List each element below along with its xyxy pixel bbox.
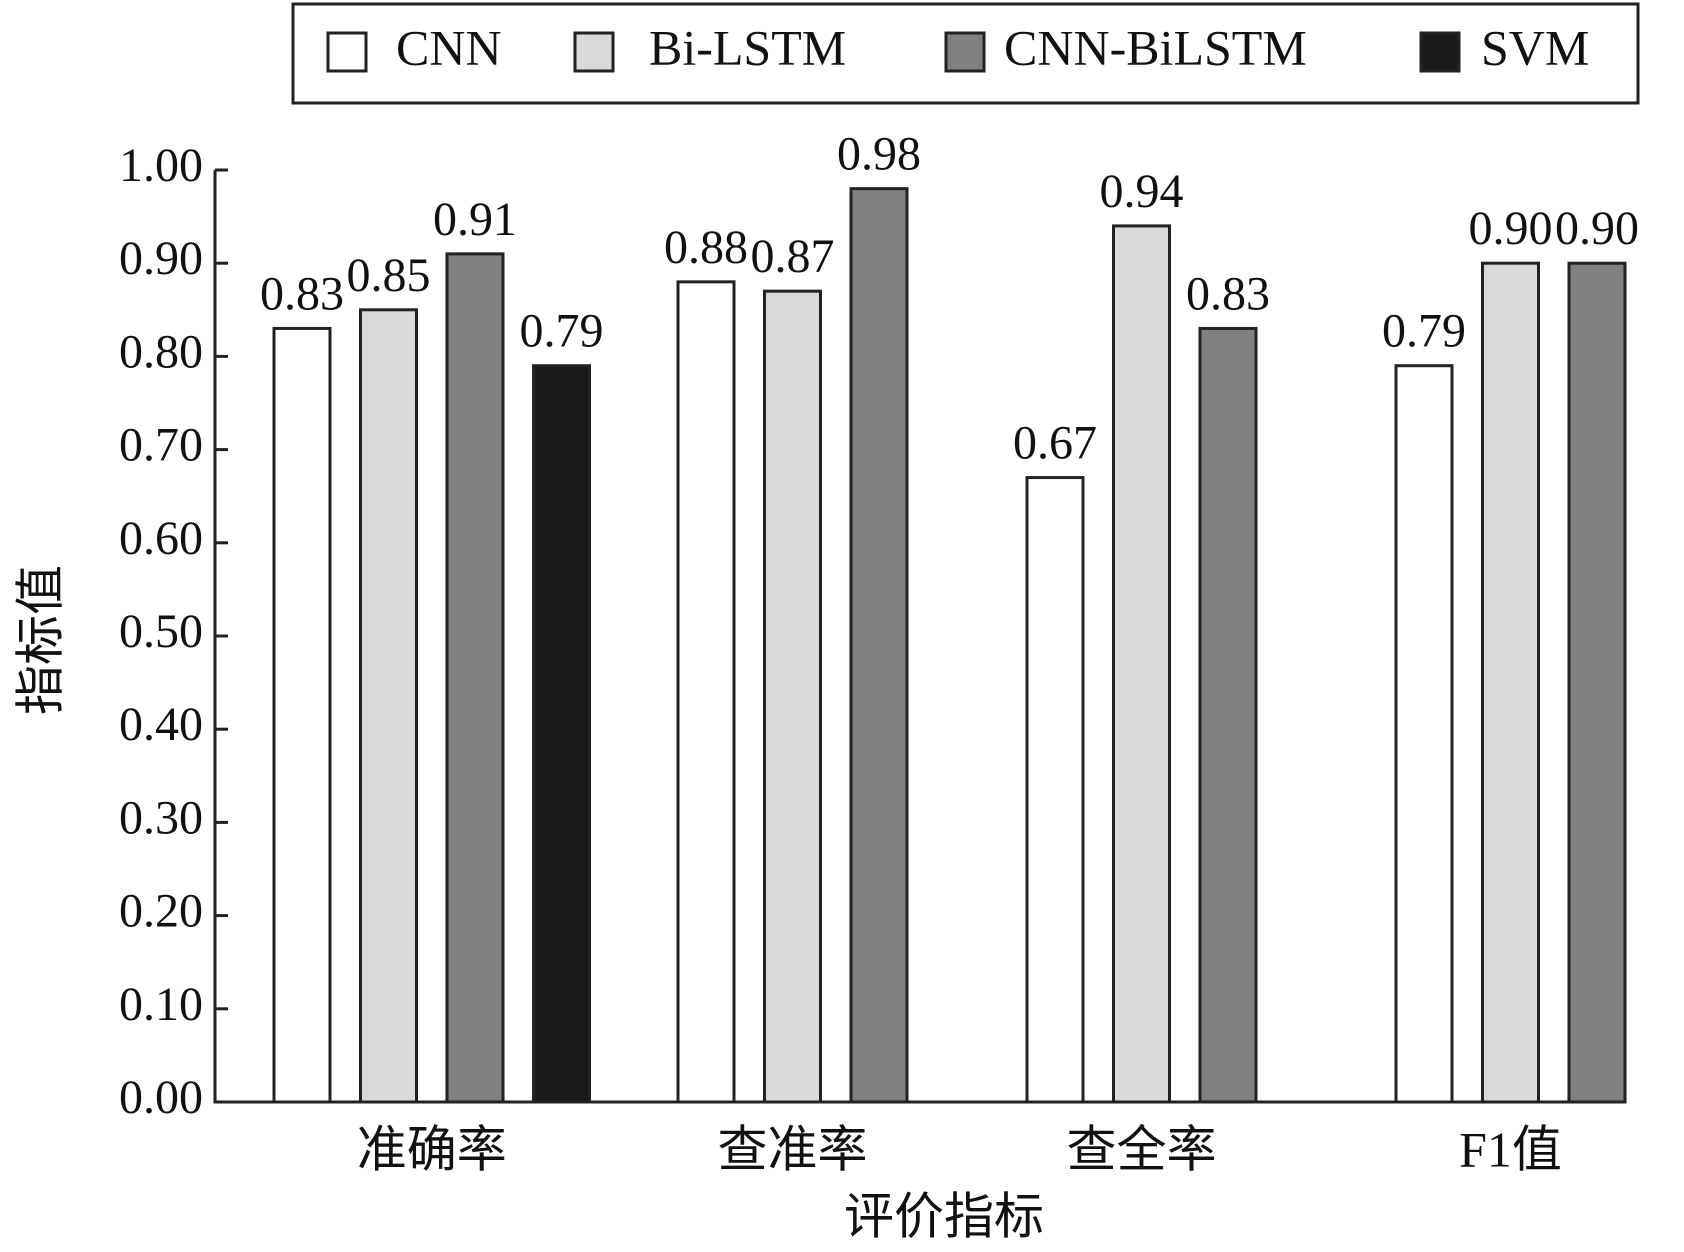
bar [1025, 476, 1085, 1104]
value-label: 0.85 [347, 249, 431, 302]
y-tick-label: 1.00 [119, 139, 203, 192]
bar [1394, 364, 1454, 1104]
value-label: 0.90 [1469, 202, 1553, 255]
value-label: 0.88 [664, 221, 748, 274]
value-label: 0.94 [1100, 165, 1184, 218]
x-tick-label: 准确率 [357, 1121, 507, 1177]
y-tick-label: 0.20 [119, 885, 203, 938]
y-tick-label: 0.00 [119, 1071, 203, 1124]
bar [359, 308, 418, 1104]
bar [1481, 261, 1540, 1104]
legend-label: SVM [1481, 19, 1589, 75]
bar [763, 289, 822, 1104]
bar [849, 187, 909, 1104]
value-label: 0.91 [433, 193, 517, 246]
y-tick-label: 0.10 [119, 978, 203, 1031]
x-tick-label: 查准率 [718, 1121, 868, 1177]
value-label: 0.79 [520, 305, 604, 358]
bar [272, 326, 332, 1104]
legend-swatch [326, 31, 368, 73]
bar [532, 364, 591, 1104]
y-axis-title: 指标值 [12, 565, 68, 715]
value-label: 0.83 [1186, 267, 1270, 320]
legend-label: CNN-BiLSTM [1004, 19, 1307, 75]
bar [1567, 261, 1627, 1104]
value-label: 0.98 [837, 128, 921, 181]
value-label: 0.67 [1013, 417, 1097, 470]
value-label: 0.90 [1555, 202, 1639, 255]
x-tick-label: F1值 [1459, 1121, 1562, 1177]
bar [676, 280, 736, 1104]
legend-swatch [1419, 31, 1461, 73]
x-tick-label: 查全率 [1067, 1121, 1217, 1177]
value-label: 0.79 [1382, 305, 1466, 358]
y-tick-label: 0.90 [119, 232, 203, 285]
y-tick-label: 0.40 [119, 698, 203, 751]
legend-label: CNN [396, 19, 502, 75]
value-label: 0.87 [751, 230, 835, 283]
bar [1198, 326, 1258, 1104]
x-axis-title: 评价指标 [844, 1188, 1044, 1244]
legend-label: Bi-LSTM [649, 19, 846, 75]
bar [1112, 224, 1171, 1104]
y-tick-label: 0.30 [119, 791, 203, 844]
bar [445, 252, 505, 1104]
y-tick-label: 0.80 [119, 325, 203, 378]
y-tick-label: 0.60 [119, 512, 203, 565]
legend-swatch [573, 31, 615, 73]
value-label: 0.83 [260, 267, 344, 320]
y-tick-label: 0.50 [119, 605, 203, 658]
legend-swatch [944, 31, 986, 73]
y-tick-label: 0.70 [119, 419, 203, 472]
